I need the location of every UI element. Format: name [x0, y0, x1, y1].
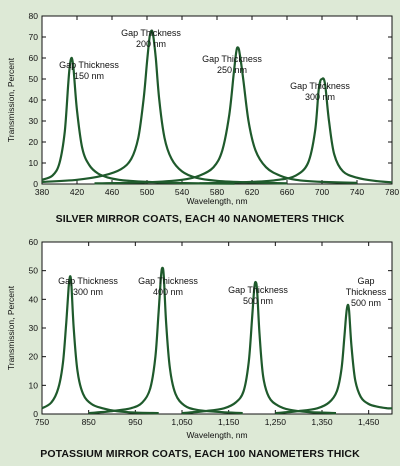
chart-1-y-tick-label: 50: [29, 74, 39, 84]
chart-1-x-tick-label: 380: [35, 187, 49, 197]
chart-1-x-tick-label: 620: [245, 187, 259, 197]
chart-1-caption: SILVER MIRROR COATS, EACH 40 NANOMETERS …: [55, 213, 345, 225]
chart-2-series-line-4: [275, 303, 393, 415]
chart-1-series-2-label: Gap Thickness: [121, 28, 181, 38]
chart-1-x-tick-label: 700: [315, 187, 329, 197]
chart-1-x-tick-label: 660: [280, 187, 294, 197]
chart-1-series-3-label: Gap Thickness: [202, 54, 262, 64]
chart-2-y-tick-label: 30: [29, 323, 39, 333]
chart-2-series-4-label: 500 nm: [351, 298, 381, 308]
chart-2-series-4-label: Thickness: [346, 287, 387, 297]
chart-2-plot-area: [41, 241, 393, 415]
chart-1-series-3-label: 250 nm: [217, 65, 247, 75]
chart-2-x-tick-label: 750: [35, 417, 49, 427]
chart-2-y-tick-label: 10: [29, 380, 39, 390]
chart-1-series-line-4: [199, 77, 393, 185]
chart-2-series-line-1: [41, 275, 159, 415]
chart-1-x-tick-label: 780: [385, 187, 399, 197]
chart-2-x-tick-label: 1,350: [311, 417, 333, 427]
chart-2-x-tick-label: 1,250: [265, 417, 287, 427]
chart-1-plot-area: [41, 15, 393, 185]
chart-2-y-tick-label: 50: [29, 266, 39, 276]
chart-2-x-tick-label: 1,450: [358, 417, 380, 427]
chart-2-series-3-label: Gap Thickness: [228, 285, 288, 295]
chart-1-series-4-label: Gap Thickness: [290, 81, 350, 91]
chart-2-series-1-label: 300 nm: [73, 287, 103, 297]
chart-2-series-2-label: 400 nm: [153, 287, 183, 297]
chart-2-x-tick-label: 850: [82, 417, 96, 427]
chart-1-y-tick-label: 30: [29, 116, 39, 126]
chart-2-y-tick-label: 40: [29, 294, 39, 304]
chart-2-y-tick-label: 60: [29, 237, 39, 247]
chart-2-series-3-label: 500 nm: [243, 296, 273, 306]
chart-2-y-tick-label: 20: [29, 352, 39, 362]
chart-1-series-1-label: Gap Thickness: [59, 60, 119, 70]
chart-1-y-tick-label: 20: [29, 137, 39, 147]
chart-1-x-tick-label: 580: [210, 187, 224, 197]
chart-1-y-tick-label: 0: [33, 179, 38, 189]
chart-1-x-tick-label: 420: [70, 187, 84, 197]
chart-1-x-tick-label: 740: [350, 187, 364, 197]
chart-1-series-line-3: [94, 46, 358, 185]
chart-1-y-tick-label: 60: [29, 53, 39, 63]
chart-1-y-tick-label: 80: [29, 11, 39, 21]
chart-2-y-axis-label: Transmission, Percent: [6, 285, 16, 370]
chart-1-x-tick-label: 460: [105, 187, 119, 197]
chart-1-y-axis-label: Transmission, Percent: [6, 57, 16, 142]
chart-2-x-tick-label: 1,150: [218, 417, 240, 427]
chart-2-x-axis-label: Wavelength, nm: [186, 430, 247, 440]
chart-1-x-axis-label: Wavelength, nm: [186, 196, 247, 206]
chart-2-series-4-label: Gap: [357, 276, 374, 286]
chart-1-series-2-label: 200 nm: [136, 39, 166, 49]
chart-2-caption: POTASSIUM MIRROR COATS, EACH 100 NANOMET…: [40, 448, 360, 460]
chart-2-series-2-label: Gap Thickness: [138, 276, 198, 286]
chart-1-y-tick-label: 70: [29, 32, 39, 42]
chart-2-series-line-2: [88, 266, 243, 415]
chart-1-y-tick-label: 40: [29, 95, 39, 105]
chart-2-series-line-3: [181, 280, 337, 415]
chart-1-x-tick-label: 540: [175, 187, 189, 197]
chart-1-y-tick-label: 10: [29, 158, 39, 168]
chart-1-series-4-label: 300 nm: [305, 92, 335, 102]
chart-2-series-1-label: Gap Thickness: [58, 276, 118, 286]
chart-1-series-1-label: 150 nm: [74, 71, 104, 81]
chart-2-y-tick-label: 0: [33, 409, 38, 419]
chart-2-x-tick-label: 1,050: [171, 417, 193, 427]
chart-1-x-tick-label: 500: [140, 187, 154, 197]
chart-2-x-tick-label: 950: [128, 417, 142, 427]
